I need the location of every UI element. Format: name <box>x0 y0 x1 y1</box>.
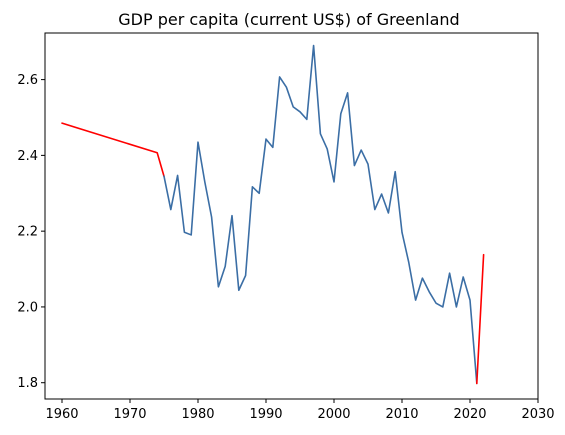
y-tick-label: 2.0 <box>17 300 38 315</box>
y-axis: 1.8 2.0 2.2 2.4 2.6 <box>17 73 45 391</box>
x-tick-label: 2000 <box>317 407 350 422</box>
x-tick-label: 2010 <box>385 407 418 422</box>
y-tick-label: 2.2 <box>17 225 38 240</box>
x-tick-label: 1990 <box>249 407 282 422</box>
series-layer <box>61 44 485 385</box>
y-tick-label: 2.4 <box>17 149 38 164</box>
series-line-2 <box>163 44 478 385</box>
x-tick-label: 1980 <box>181 407 214 422</box>
chart-title: GDP per capita (current US$) of Greenlan… <box>118 10 459 29</box>
x-tick-label: 2030 <box>521 407 554 422</box>
y-tick-label: 2.6 <box>17 73 38 88</box>
x-tick-label: 1960 <box>45 407 78 422</box>
series-line-3 <box>476 253 485 385</box>
y-tick-label: 1.8 <box>17 376 38 391</box>
series-line-1 <box>61 122 165 178</box>
x-axis: 1960 1970 1980 1990 2000 2010 2020 2030 <box>45 399 555 422</box>
x-tick-label: 2020 <box>453 407 486 422</box>
x-tick-label: 1970 <box>113 407 146 422</box>
plot-frame <box>44 32 539 400</box>
